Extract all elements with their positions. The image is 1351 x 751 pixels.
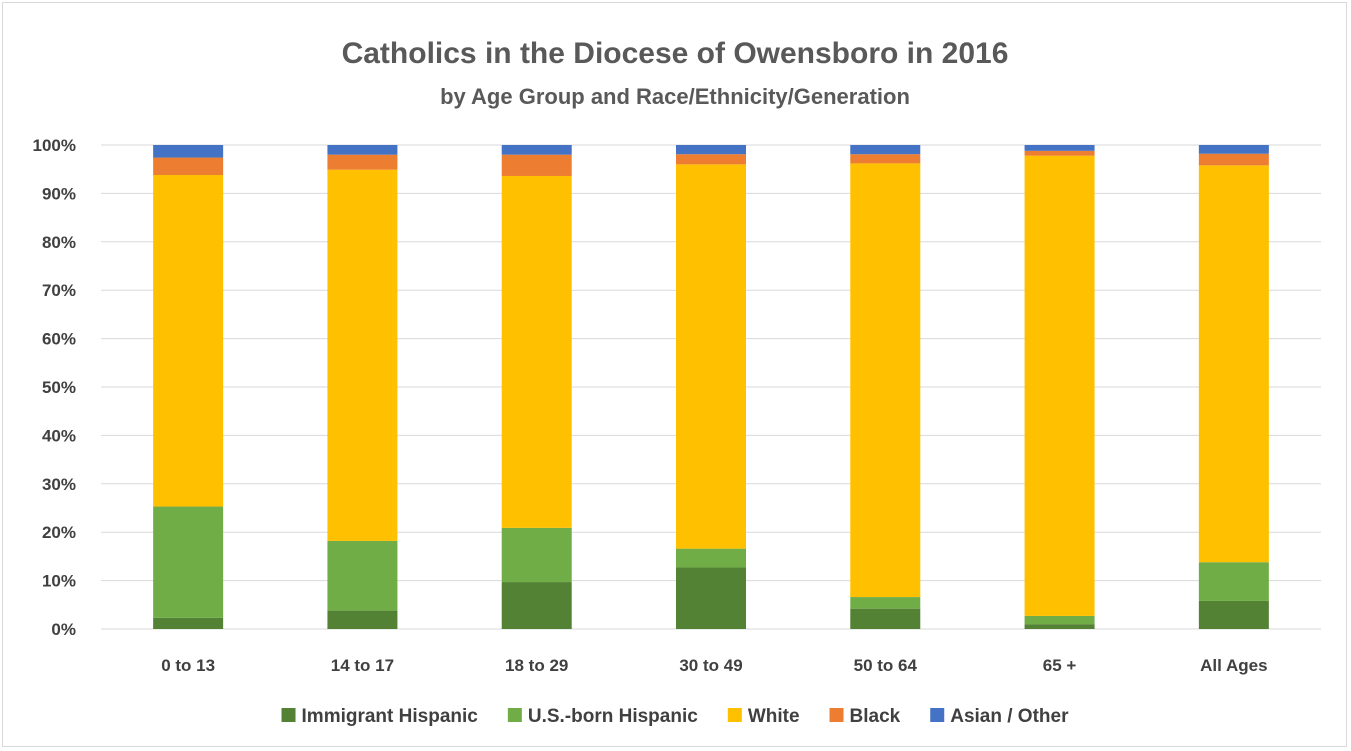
y-tick-label: 10% [42,572,76,591]
x-tick-label: All Ages [1200,656,1267,675]
bar-segment [1198,145,1269,154]
legend-swatch [281,708,296,722]
bar-segment [1198,165,1269,563]
bar-segment [327,169,398,541]
x-tick-label: 14 to 17 [331,656,394,675]
legend-swatch [507,708,522,722]
legend-swatch [829,708,844,722]
legend-item: Immigrant Hispanic [281,706,479,727]
legend-item: Black [829,706,901,727]
bar-segment [1198,600,1269,629]
chart-title: Catholics in the Diocese of Owensboro in… [342,37,1009,70]
bar-segment [1024,145,1095,151]
bar-segment [327,154,398,170]
bar-segment [1024,155,1095,616]
bar-segment [1024,150,1095,156]
legend-label: U.S.-born Hispanic [528,706,698,727]
bar-segment [1198,562,1269,601]
x-tick-label: 30 to 49 [679,656,742,675]
legend-label: Asian / Other [950,706,1069,727]
bar-segment [676,548,746,568]
legend-swatch [727,708,742,722]
y-tick-label: 0% [51,620,76,639]
bars [153,145,1269,629]
bar-segment [153,157,224,176]
x-tick-label: 65 + [1043,656,1077,675]
x-tick-label: 0 to 13 [161,656,215,675]
bar-segment [153,145,224,158]
bar-segment [676,145,746,155]
y-tick-label: 20% [42,523,76,542]
x-tick-label: 50 to 64 [854,656,918,675]
legend-label: Black [850,706,901,727]
y-tick-label: 90% [42,184,76,203]
bar-segment [850,154,921,164]
legend-label: Immigrant Hispanic [302,706,479,727]
x-tick-label: 18 to 29 [505,656,568,675]
y-tick-label: 80% [42,233,76,252]
bar-segment [1024,615,1095,625]
legend-swatch [930,708,945,722]
chart-canvas: Catholics in the Diocese of Owensboro in… [33,37,1321,727]
y-tick-label: 60% [42,330,76,349]
legend-item: White [727,706,800,727]
y-tick-label: 70% [42,281,76,300]
bar-segment [850,608,921,629]
bar-segment [327,540,398,611]
bar-segment [1198,153,1269,166]
x-axis-ticks: 0 to 13 14 to 17 18 to 29 30 to 49 50 to 64 6… [161,656,1267,675]
y-tick-label: 100% [33,136,76,155]
chart-subtitle: by Age Group and Race/Ethnicity/Generati… [440,84,910,109]
bar-segment [153,506,224,618]
bar-segment [850,145,921,155]
bar-segment [676,164,746,549]
bar-segment [501,527,572,583]
y-axis-ticks: 0% 10% 20% 30% 40% 50% 60% 70% 80% 90% 100% [33,136,76,639]
bar-segment [676,567,746,629]
bar-segment [501,582,572,629]
legend: Immigrant Hispanic U.S.-born Hispanic Whit… [281,706,1069,727]
bar-segment [1024,624,1095,629]
bar-segment [327,610,398,629]
y-tick-label: 50% [42,378,76,397]
bar-segment [153,617,224,629]
bar-segment [850,597,921,609]
legend-label: White [748,706,800,727]
bar-segment [327,145,398,155]
y-tick-label: 40% [42,426,76,445]
bar-segment [153,175,224,507]
legend-item: Asian / Other [930,706,1069,727]
bar-segment [676,154,746,165]
bar-segment [501,154,572,176]
legend-item: U.S.-born Hispanic [507,706,698,727]
bar-segment [850,163,921,598]
bar-segment [501,175,572,528]
bar-segment [501,145,572,155]
y-tick-label: 30% [42,475,76,494]
